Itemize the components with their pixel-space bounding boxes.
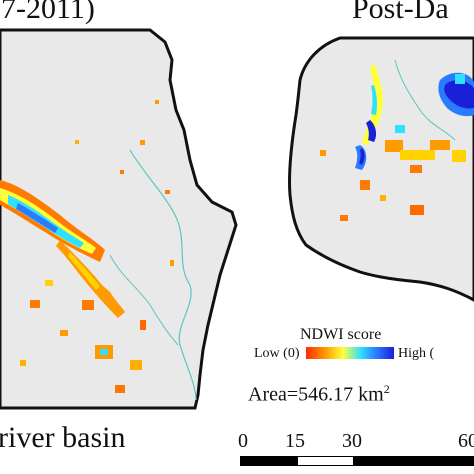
- area-text: Area=546.17 km: [248, 383, 384, 406]
- left-panel-title: 37-2011): [0, 0, 95, 25]
- scale-segment: [353, 456, 474, 466]
- legend-title: NDWI score: [300, 326, 382, 343]
- area-label: Area=546.17 km2: [248, 382, 390, 407]
- scale-segment: [240, 456, 298, 466]
- right-river: [394, 59, 456, 141]
- left-river: [129, 149, 197, 401]
- scale-tick-label: 15: [285, 430, 305, 452]
- scale-bar: [240, 456, 474, 466]
- area-exponent: 2: [383, 382, 390, 396]
- scale-tick-label: 60: [458, 430, 474, 452]
- ndwi-color-ramp: [306, 347, 394, 359]
- scale-tick-label: 0: [238, 430, 248, 452]
- left-water-bodies: [0, 100, 174, 393]
- legend-low-label: Low (0): [254, 346, 300, 361]
- left-river-branch: [109, 254, 179, 346]
- left-panel-caption: river basin: [0, 421, 126, 454]
- legend-high-label: High (: [398, 346, 435, 361]
- scale-segment: [297, 456, 354, 466]
- right-water-bodies: [320, 65, 474, 221]
- scale-tick-label: 30: [342, 430, 362, 452]
- right-panel-title: Post-Da: [352, 0, 449, 25]
- left-basin-area: [0, 28, 238, 410]
